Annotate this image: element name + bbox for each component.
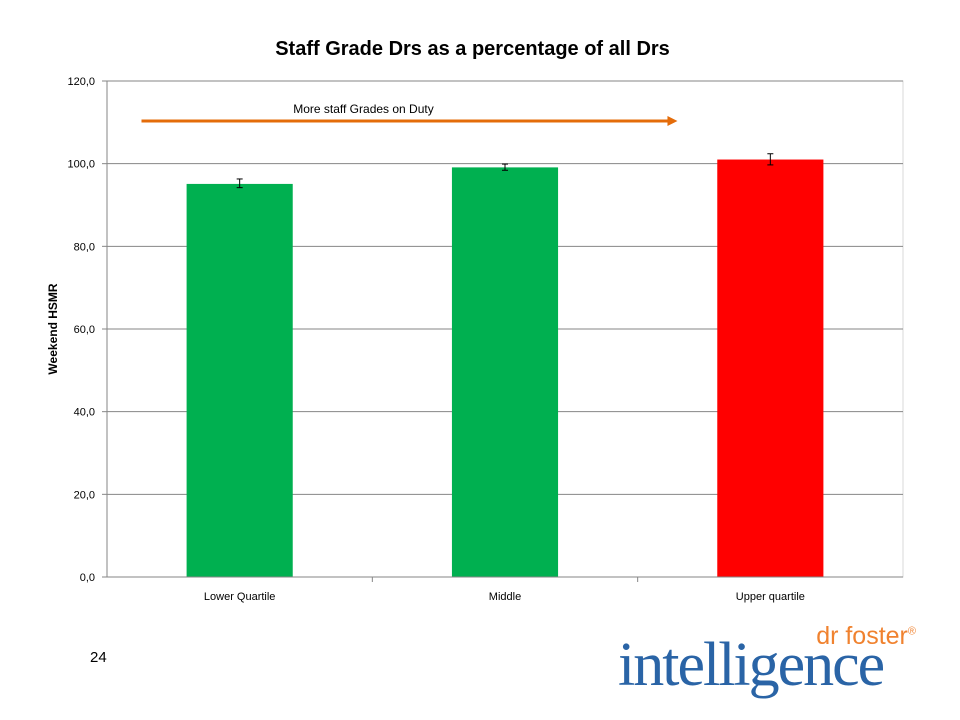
bars xyxy=(186,159,824,578)
y-axis-label: Weekend HSMR xyxy=(46,283,60,374)
logo-intelligence-text: intelligence xyxy=(618,631,885,699)
bar xyxy=(451,167,559,578)
y-tick-label: 40,0 xyxy=(74,407,95,419)
chart-title: Staff Grade Drs as a percentage of all D… xyxy=(275,38,670,60)
x-tick-label: Lower Quartile xyxy=(204,591,276,603)
y-tick-label: 20,0 xyxy=(74,489,95,501)
x-tick-label: Middle xyxy=(489,591,521,603)
error-bars xyxy=(236,153,774,189)
dr-foster-intelligence-logo: dr foster® intelligence xyxy=(616,620,924,702)
x-tick-label: Upper quartile xyxy=(736,591,805,603)
x-tick-labels: Lower Quartile Middle Upper quartile xyxy=(204,577,805,603)
bar xyxy=(186,183,293,578)
y-tick-labels: 0,0 20,0 40,0 60,0 80,0 100,0 120,0 xyxy=(67,76,95,584)
annotation-arrowhead xyxy=(667,116,678,126)
annotation: More staff Grades on Duty xyxy=(141,102,678,126)
y-tick-label: 100,0 xyxy=(67,159,95,171)
y-tick-label: 60,0 xyxy=(74,324,95,336)
y-tick-label: 120,0 xyxy=(67,76,95,88)
page-number: 24 xyxy=(90,649,107,666)
annotation-text: More staff Grades on Duty xyxy=(293,102,434,116)
logo-dr-foster-text: dr foster® xyxy=(816,622,916,650)
y-tick-label: 0,0 xyxy=(80,572,95,584)
bar xyxy=(717,159,824,578)
y-tick-label: 80,0 xyxy=(74,241,95,253)
